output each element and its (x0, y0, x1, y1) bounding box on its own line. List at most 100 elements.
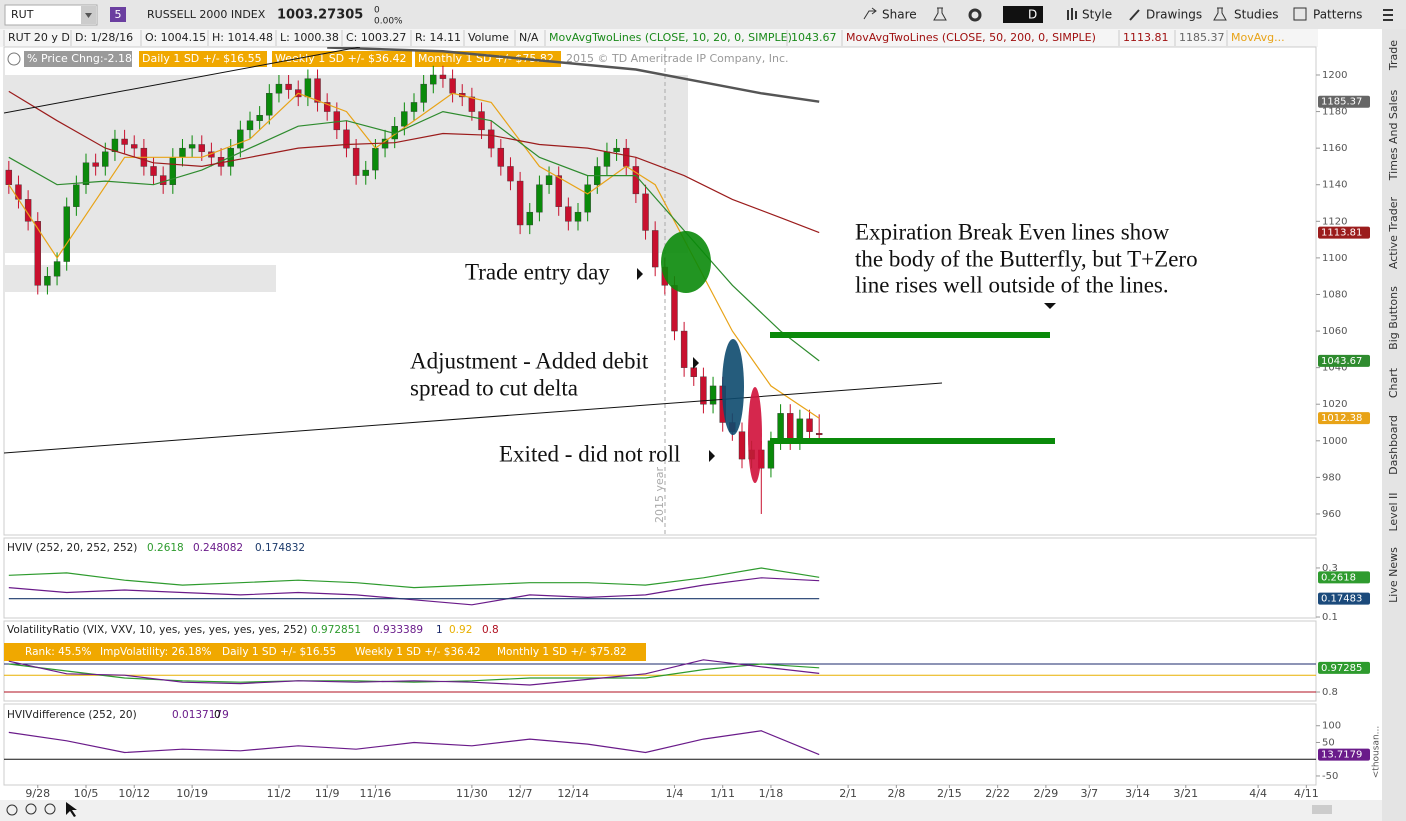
zoom-out[interactable] (44, 803, 56, 815)
zoom-in[interactable] (25, 803, 37, 815)
change-percent: 0.00% (374, 17, 403, 27)
x-tick-label: 11/9 (315, 787, 340, 800)
candle-body (516, 180, 524, 226)
price-badge (1318, 412, 1370, 425)
x-tick-label: 1/11 (710, 787, 735, 800)
x-tick-label: 2/29 (1034, 787, 1059, 800)
symbol: RUT (11, 8, 34, 21)
price-badge (1318, 571, 1370, 584)
candle-body (507, 166, 514, 182)
info-item: 1043.67 (791, 31, 837, 44)
candle-body (449, 78, 456, 94)
series-line (8, 90, 820, 234)
trendline (4, 382, 943, 454)
legend-item: 0.972851 (311, 624, 361, 636)
series-line (8, 659, 820, 686)
pointer (693, 357, 699, 369)
hviv-difference-plot (4, 730, 1316, 760)
info-item: D: 1/28/16 (75, 31, 133, 44)
button[interactable]: Share (882, 8, 917, 22)
study-text: Daily 1 SD +/- $16.55 (142, 52, 262, 65)
symbol-box[interactable] (4, 4, 98, 26)
candle-body (304, 78, 312, 98)
candle-body (738, 431, 746, 460)
legend-item: Monthly 1 SD +/- $75.82 (497, 646, 627, 658)
sidebar-tab[interactable]: Chart (1387, 367, 1400, 398)
candle-body (700, 376, 707, 405)
axes: 9609801000102010401060108011001120114011… (7, 70, 1382, 800)
pointer (1044, 303, 1056, 309)
menu-icon[interactable] (1383, 9, 1393, 21)
candle-body (603, 151, 611, 167)
candle-body (44, 275, 51, 286)
info-item: N/A (519, 31, 539, 44)
annotation: the body of the Butterfly, but T+Zero (855, 246, 1198, 271)
candle-body (497, 147, 505, 167)
sidebar-tab[interactable]: Level II (1387, 492, 1400, 531)
x-tick-label: 4/4 (1249, 787, 1267, 800)
sidebar-tab[interactable]: Live News (1387, 547, 1400, 603)
candle-body (545, 175, 553, 185)
candle-body (5, 169, 13, 185)
button[interactable]: Style (1082, 8, 1112, 22)
x-tick-label: 4/11 (1294, 787, 1319, 800)
series-line (8, 730, 820, 756)
entry-marker (661, 231, 711, 293)
y-tick-label: 1160 (1322, 143, 1347, 154)
settings-icon[interactable] (968, 8, 982, 22)
series-line (8, 663, 820, 683)
candle-body (709, 385, 717, 405)
y-tick-label: 1040 (1322, 363, 1347, 374)
candle-body (256, 115, 263, 121)
candle-body (246, 120, 254, 131)
x-tick-label: 2/1 (839, 787, 857, 800)
candle-body (815, 433, 823, 436)
legend-item: 0 (214, 709, 221, 721)
button[interactable]: Patterns (1313, 8, 1362, 22)
change: 0 (374, 6, 380, 16)
toolbar (0, 0, 1406, 29)
flask-icon[interactable] (933, 7, 947, 21)
sidebar-tab[interactable]: Trade (1387, 40, 1400, 71)
study-text: Weekly 1 SD +/- $36.42 (275, 52, 407, 65)
candle-body (410, 102, 418, 112)
legend-item: HVIVdifference (252, 20) (7, 709, 137, 721)
description: RUSSELL 2000 INDEX (147, 8, 266, 21)
crosshair-tool[interactable] (6, 804, 18, 816)
scrollbar[interactable] (1312, 805, 1332, 814)
candle-body (642, 193, 649, 231)
info-item: MovAvg... (1231, 31, 1285, 44)
y-tick-label: 1080 (1322, 289, 1347, 300)
price-badge (1318, 95, 1370, 108)
candle-body (285, 83, 292, 90)
candle-body (188, 144, 196, 149)
pointer-tool[interactable] (66, 802, 77, 817)
candle-body (275, 83, 283, 94)
sidebar-tab[interactable]: Active Trader (1387, 196, 1400, 269)
legend-item: ImpVolatility: 26.18% (100, 646, 212, 658)
sidebar-tab[interactable]: Times And Sales (1387, 90, 1400, 182)
button[interactable]: Studies (1234, 8, 1279, 22)
sidebar-tab[interactable]: Dashboard (1387, 415, 1400, 475)
candle-body (352, 147, 360, 176)
candle-body (767, 440, 775, 469)
annotation: Adjustment - Added debit (410, 348, 649, 373)
candle-body (574, 211, 582, 222)
study-text: Monthly 1 SD +/- $75.82 (418, 52, 554, 65)
y-tick-label: 1120 (1322, 216, 1347, 227)
legend-item: Weekly 1 SD +/- $36.42 (355, 646, 481, 658)
button[interactable]: Drawings (1146, 8, 1202, 22)
sidebar-tab[interactable]: Big Buttons (1387, 286, 1400, 350)
price-badge-label: 1113.81 (1321, 228, 1362, 239)
candle-body (179, 147, 186, 158)
candle-body (401, 111, 408, 127)
candle-body (555, 175, 562, 207)
button[interactable]: D (1028, 8, 1037, 22)
price-badge (1318, 748, 1370, 761)
timeframe-button[interactable] (1003, 6, 1043, 23)
legend-item: 0.0137179 (172, 709, 229, 721)
y-tick-label: 1000 (1322, 436, 1347, 447)
legend-item: 0.248082 (193, 542, 243, 554)
link-badge[interactable] (110, 7, 126, 22)
candle-body (651, 230, 659, 268)
